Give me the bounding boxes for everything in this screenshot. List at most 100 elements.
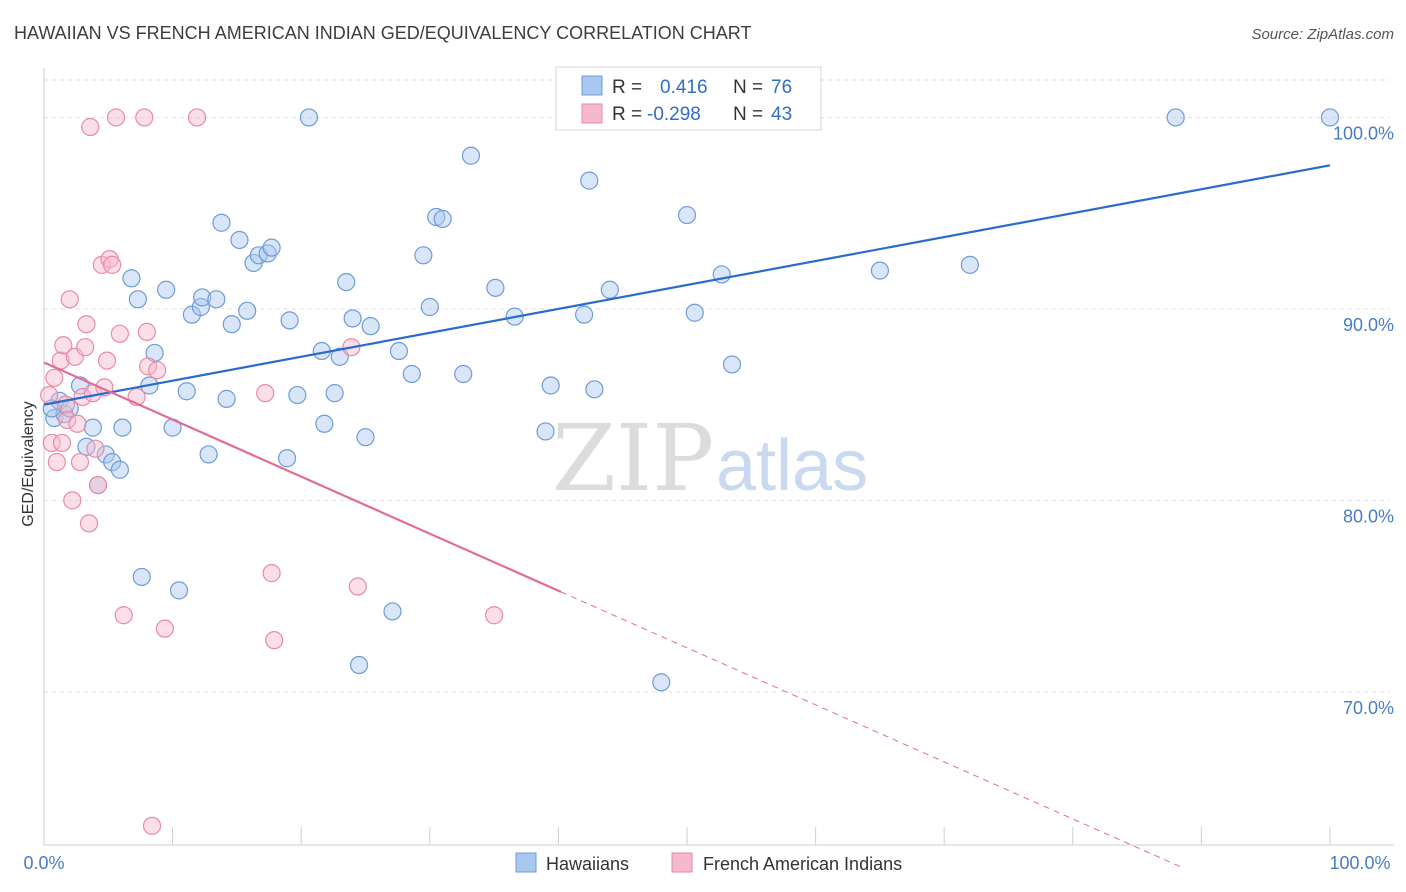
- point-0-38: [299, 108, 319, 127]
- legend-n-label-french: N =: [733, 104, 763, 125]
- point-0-5: [77, 437, 96, 456]
- point-0-63: [585, 380, 604, 399]
- grid-lines: [44, 79, 1390, 693]
- point-0-25: [207, 290, 226, 309]
- chart-source: Source: ZipAtlas.com: [1251, 26, 1394, 43]
- point-0-46: [356, 428, 375, 447]
- point-1-9: [60, 290, 79, 309]
- point-0-49: [389, 341, 409, 361]
- bottom-legend-label-french: French American Indians: [703, 854, 902, 874]
- point-0-54: [433, 209, 452, 229]
- point-0-50: [402, 364, 421, 384]
- legend-top: R = 0.416 N = 76 R = -0.298 N = 43: [555, 66, 822, 131]
- x-tick-label-max: 100.0%: [1329, 853, 1390, 873]
- trend-line-solid-1: [43, 361, 562, 593]
- point-1-10: [63, 491, 82, 510]
- point-0-22: [191, 297, 210, 317]
- series-layer: [40, 108, 1340, 835]
- point-0-61: [575, 305, 594, 324]
- point-1-17: [79, 514, 99, 533]
- point-1-43: [485, 606, 504, 625]
- point-0-51: [414, 246, 433, 265]
- point-1-3: [47, 452, 66, 472]
- watermark: ZIP atlas: [552, 405, 868, 512]
- point-1-13: [70, 452, 90, 472]
- point-0-44: [343, 309, 362, 328]
- point-1-32: [137, 322, 156, 341]
- point-0-65: [652, 673, 671, 692]
- point-0-48: [383, 602, 402, 621]
- point-1-1: [42, 433, 61, 453]
- legend-swatch-hawaiians: [581, 75, 603, 96]
- axes: [43, 68, 1394, 846]
- point-1-20: [86, 439, 105, 458]
- watermark-zip: ZIP: [552, 405, 714, 512]
- point-1-16: [77, 315, 96, 334]
- point-1-27: [106, 108, 126, 127]
- point-0-14: [132, 567, 151, 587]
- point-0-30: [238, 301, 257, 320]
- point-1-5: [52, 433, 72, 453]
- point-0-29: [230, 230, 249, 250]
- point-0-10: [110, 460, 129, 479]
- legend-r-value-french: -0.298: [647, 104, 701, 125]
- point-0-27: [217, 389, 236, 408]
- point-1-8: [58, 410, 77, 430]
- point-0-19: [169, 581, 189, 600]
- point-1-36: [155, 619, 174, 638]
- point-1-35: [148, 361, 167, 380]
- point-1-29: [114, 606, 133, 625]
- point-0-53: [427, 207, 446, 227]
- legend-n-value-hawaiians: 76: [771, 77, 792, 98]
- bottom-legend-swatch-french: [671, 852, 693, 873]
- point-1-31: [135, 108, 154, 127]
- point-0-26: [212, 213, 231, 232]
- point-1-34: [142, 816, 162, 835]
- point-0-36: [280, 311, 299, 330]
- point-0-55: [454, 364, 473, 384]
- point-0-9: [103, 452, 122, 472]
- y-tick-labels: 70.0% 80.0% 90.0% 100.0%: [1333, 123, 1394, 717]
- y-tick-label-3: 100.0%: [1333, 123, 1394, 143]
- point-0-52: [420, 297, 439, 317]
- point-1-15: [76, 338, 95, 357]
- point-0-20: [177, 382, 196, 401]
- point-1-2: [45, 368, 64, 387]
- point-0-28: [222, 315, 241, 334]
- bottom-legend-label-hawaiians: Hawaiians: [546, 854, 629, 874]
- point-0-43: [337, 272, 356, 292]
- point-0-47: [361, 317, 380, 336]
- series-0: [42, 108, 1340, 692]
- point-0-41: [325, 384, 344, 403]
- legend-n-value-french: 43: [771, 104, 792, 125]
- point-0-64: [600, 280, 619, 299]
- point-1-39: [262, 564, 281, 583]
- point-0-35: [277, 449, 297, 468]
- point-1-38: [256, 384, 275, 403]
- point-0-40: [315, 414, 334, 433]
- point-1-6: [54, 336, 73, 355]
- point-1-12: [68, 414, 87, 433]
- bottom-legend-swatch-hawaiians: [515, 852, 537, 873]
- point-0-34: [262, 238, 281, 257]
- point-0-57: [486, 278, 505, 297]
- point-0-37: [288, 385, 307, 405]
- point-1-33: [139, 357, 158, 376]
- legend-bottom: Hawaiians French American Indians: [515, 852, 902, 874]
- point-0-23: [193, 288, 212, 307]
- trend-line-dashed-1: [560, 591, 1183, 868]
- legend-swatch-french-american-indians: [581, 103, 603, 124]
- y-tick-label-0: 70.0%: [1343, 698, 1394, 718]
- legend-r-label-hawaiians: R =: [612, 77, 642, 98]
- trend-line-0: [43, 164, 1331, 406]
- legend-r-label-french: R =: [612, 104, 642, 125]
- trend-layer: [43, 164, 1331, 868]
- point-0-68: [685, 303, 704, 322]
- point-0-12: [122, 269, 141, 288]
- point-0-24: [199, 445, 218, 464]
- point-0-11: [113, 418, 132, 437]
- point-0-70: [722, 355, 742, 374]
- point-1-37: [187, 108, 207, 127]
- point-1-26: [103, 255, 122, 274]
